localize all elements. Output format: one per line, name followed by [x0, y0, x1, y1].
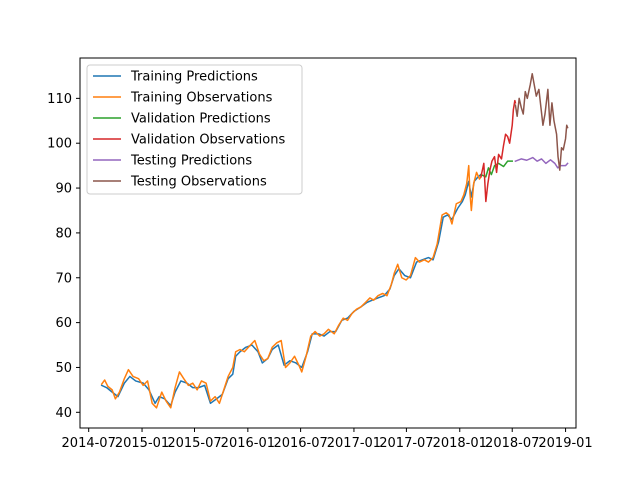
axes-frame: [79, 57, 577, 429]
y-axis: 40 50 60 70 80 90 100 110: [47, 92, 80, 421]
y-tick-label-0: 40: [55, 406, 72, 421]
y-tick-label-1: 50: [55, 361, 72, 376]
x-tick-label-1: 2015-01: [115, 436, 169, 451]
y-tick-label-2: 60: [55, 316, 72, 331]
series-line-2: [479, 160, 513, 178]
legend-label-1: Training Observations: [130, 91, 273, 106]
legend-label-0: Training Predictions: [130, 70, 258, 85]
y-tick-label-5: 90: [55, 182, 72, 197]
legend-label-4: Testing Predictions: [130, 154, 252, 169]
x-tick-label-3: 2016-01: [221, 436, 275, 451]
legend: Training Predictions Training Observation…: [86, 64, 303, 195]
series-line-1: [100, 164, 482, 409]
legend-box: [86, 64, 303, 195]
y-tick-label-6: 100: [47, 137, 72, 152]
y-tick-label-4: 80: [55, 226, 72, 241]
series-line-5: [514, 72, 569, 171]
x-tick-label-7: 2018-01: [433, 436, 487, 451]
legend-label-5: Testing Observations: [130, 175, 267, 190]
y-tick-label-7: 110: [47, 92, 72, 107]
x-tick-label-6: 2017-07: [379, 436, 433, 451]
x-tick-label-2: 2015-07: [167, 436, 221, 451]
x-tick-label-8: 2018-07: [485, 436, 539, 451]
series-layer: [100, 72, 569, 409]
x-tick-label-9: 2019-01: [538, 436, 592, 451]
x-tick-label-4: 2016-07: [273, 436, 327, 451]
x-tick-label-5: 2017-01: [327, 436, 381, 451]
legend-label-2: Validation Predictions: [131, 112, 271, 127]
legend-label-3: Validation Observations: [131, 133, 285, 148]
series-line-3: [480, 99, 517, 203]
y-tick-label-3: 70: [55, 271, 72, 286]
x-tick-label-0: 2014-07: [62, 436, 116, 451]
